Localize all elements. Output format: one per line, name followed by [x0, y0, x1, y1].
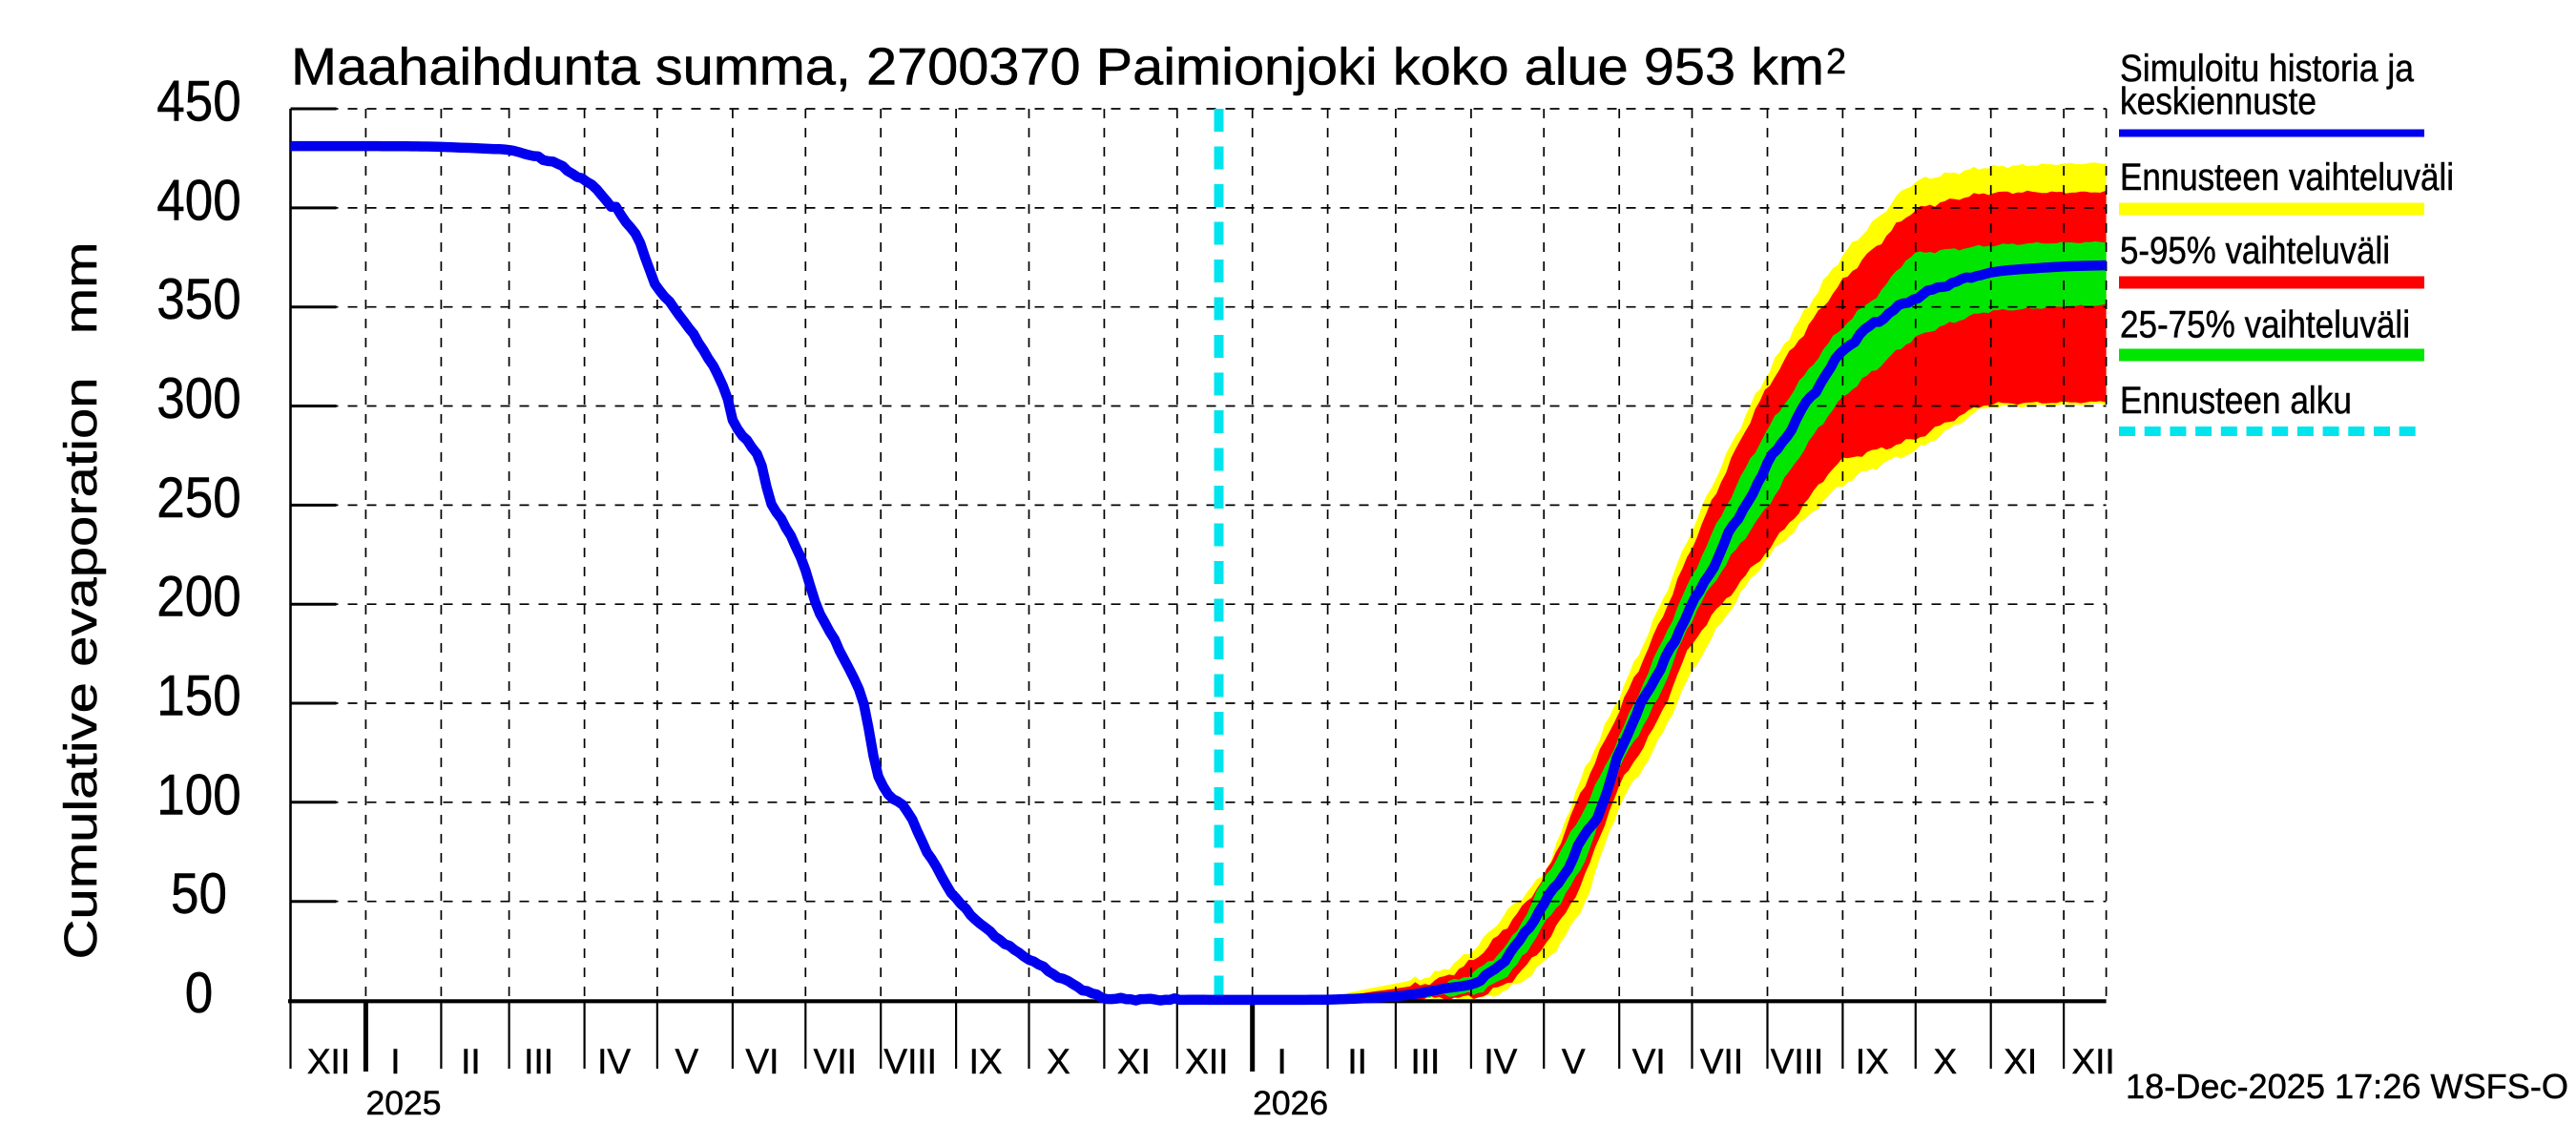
svg-text:VII: VII	[814, 1042, 857, 1081]
svg-text:Maahaihdunta summa, 2700370 Pa: Maahaihdunta summa, 2700370 Paimionjoki …	[291, 37, 1824, 96]
svg-text:VI: VI	[1632, 1042, 1666, 1081]
svg-text:Ennusteen vaihteluväli: Ennusteen vaihteluväli	[2120, 156, 2454, 198]
svg-text:II: II	[461, 1042, 481, 1081]
svg-text:V: V	[675, 1042, 699, 1081]
svg-text:III: III	[1410, 1042, 1440, 1081]
svg-text:VIII: VIII	[1771, 1042, 1824, 1081]
svg-text:250: 250	[156, 466, 241, 530]
svg-text:350: 350	[156, 267, 241, 331]
svg-text:2026: 2026	[1253, 1085, 1328, 1122]
svg-text:XI: XI	[2004, 1042, 2037, 1081]
svg-text:XII: XII	[307, 1042, 350, 1081]
svg-text:300: 300	[156, 366, 241, 430]
svg-text:2025: 2025	[366, 1085, 442, 1122]
svg-text:2: 2	[1826, 42, 1846, 82]
svg-text:X: X	[1933, 1042, 1957, 1081]
svg-text:I: I	[390, 1042, 400, 1081]
svg-text:Cumulative evaporation mm: Cumulative evaporation mm	[55, 242, 107, 960]
svg-text:X: X	[1047, 1042, 1070, 1081]
svg-text:0: 0	[185, 961, 214, 1025]
svg-text:XII: XII	[1185, 1042, 1228, 1081]
svg-text:Ennusteen alku: Ennusteen alku	[2120, 380, 2352, 422]
svg-text:VI: VI	[745, 1042, 779, 1081]
svg-text:IV: IV	[597, 1042, 631, 1081]
svg-text:400: 400	[156, 168, 241, 232]
svg-text:Simuloitu historia ja: Simuloitu historia ja	[2120, 48, 2414, 90]
svg-text:XI: XI	[1117, 1042, 1151, 1081]
svg-text:18-Dec-2025 17:26 WSFS-O: 18-Dec-2025 17:26 WSFS-O	[2126, 1067, 2568, 1106]
svg-text:200: 200	[156, 565, 241, 629]
svg-text:150: 150	[156, 664, 241, 728]
svg-text:25-75% vaihteluväli: 25-75% vaihteluväli	[2120, 304, 2410, 346]
svg-text:II: II	[1347, 1042, 1367, 1081]
svg-text:IX: IX	[1856, 1042, 1889, 1081]
svg-text:IV: IV	[1484, 1042, 1517, 1081]
svg-text:50: 50	[171, 862, 227, 926]
svg-text:450: 450	[156, 70, 241, 134]
svg-text:VII: VII	[1700, 1042, 1743, 1081]
svg-text:IX: IX	[969, 1042, 1003, 1081]
svg-text:III: III	[524, 1042, 553, 1081]
svg-text:keskiennuste: keskiennuste	[2120, 81, 2316, 123]
svg-text:XII: XII	[2071, 1042, 2114, 1081]
svg-text:I: I	[1278, 1042, 1287, 1081]
svg-text:5-95% vaihteluväli: 5-95% vaihteluväli	[2120, 230, 2390, 272]
svg-text:V: V	[1562, 1042, 1586, 1081]
svg-text:VIII: VIII	[883, 1042, 937, 1081]
svg-text:100: 100	[156, 762, 241, 826]
